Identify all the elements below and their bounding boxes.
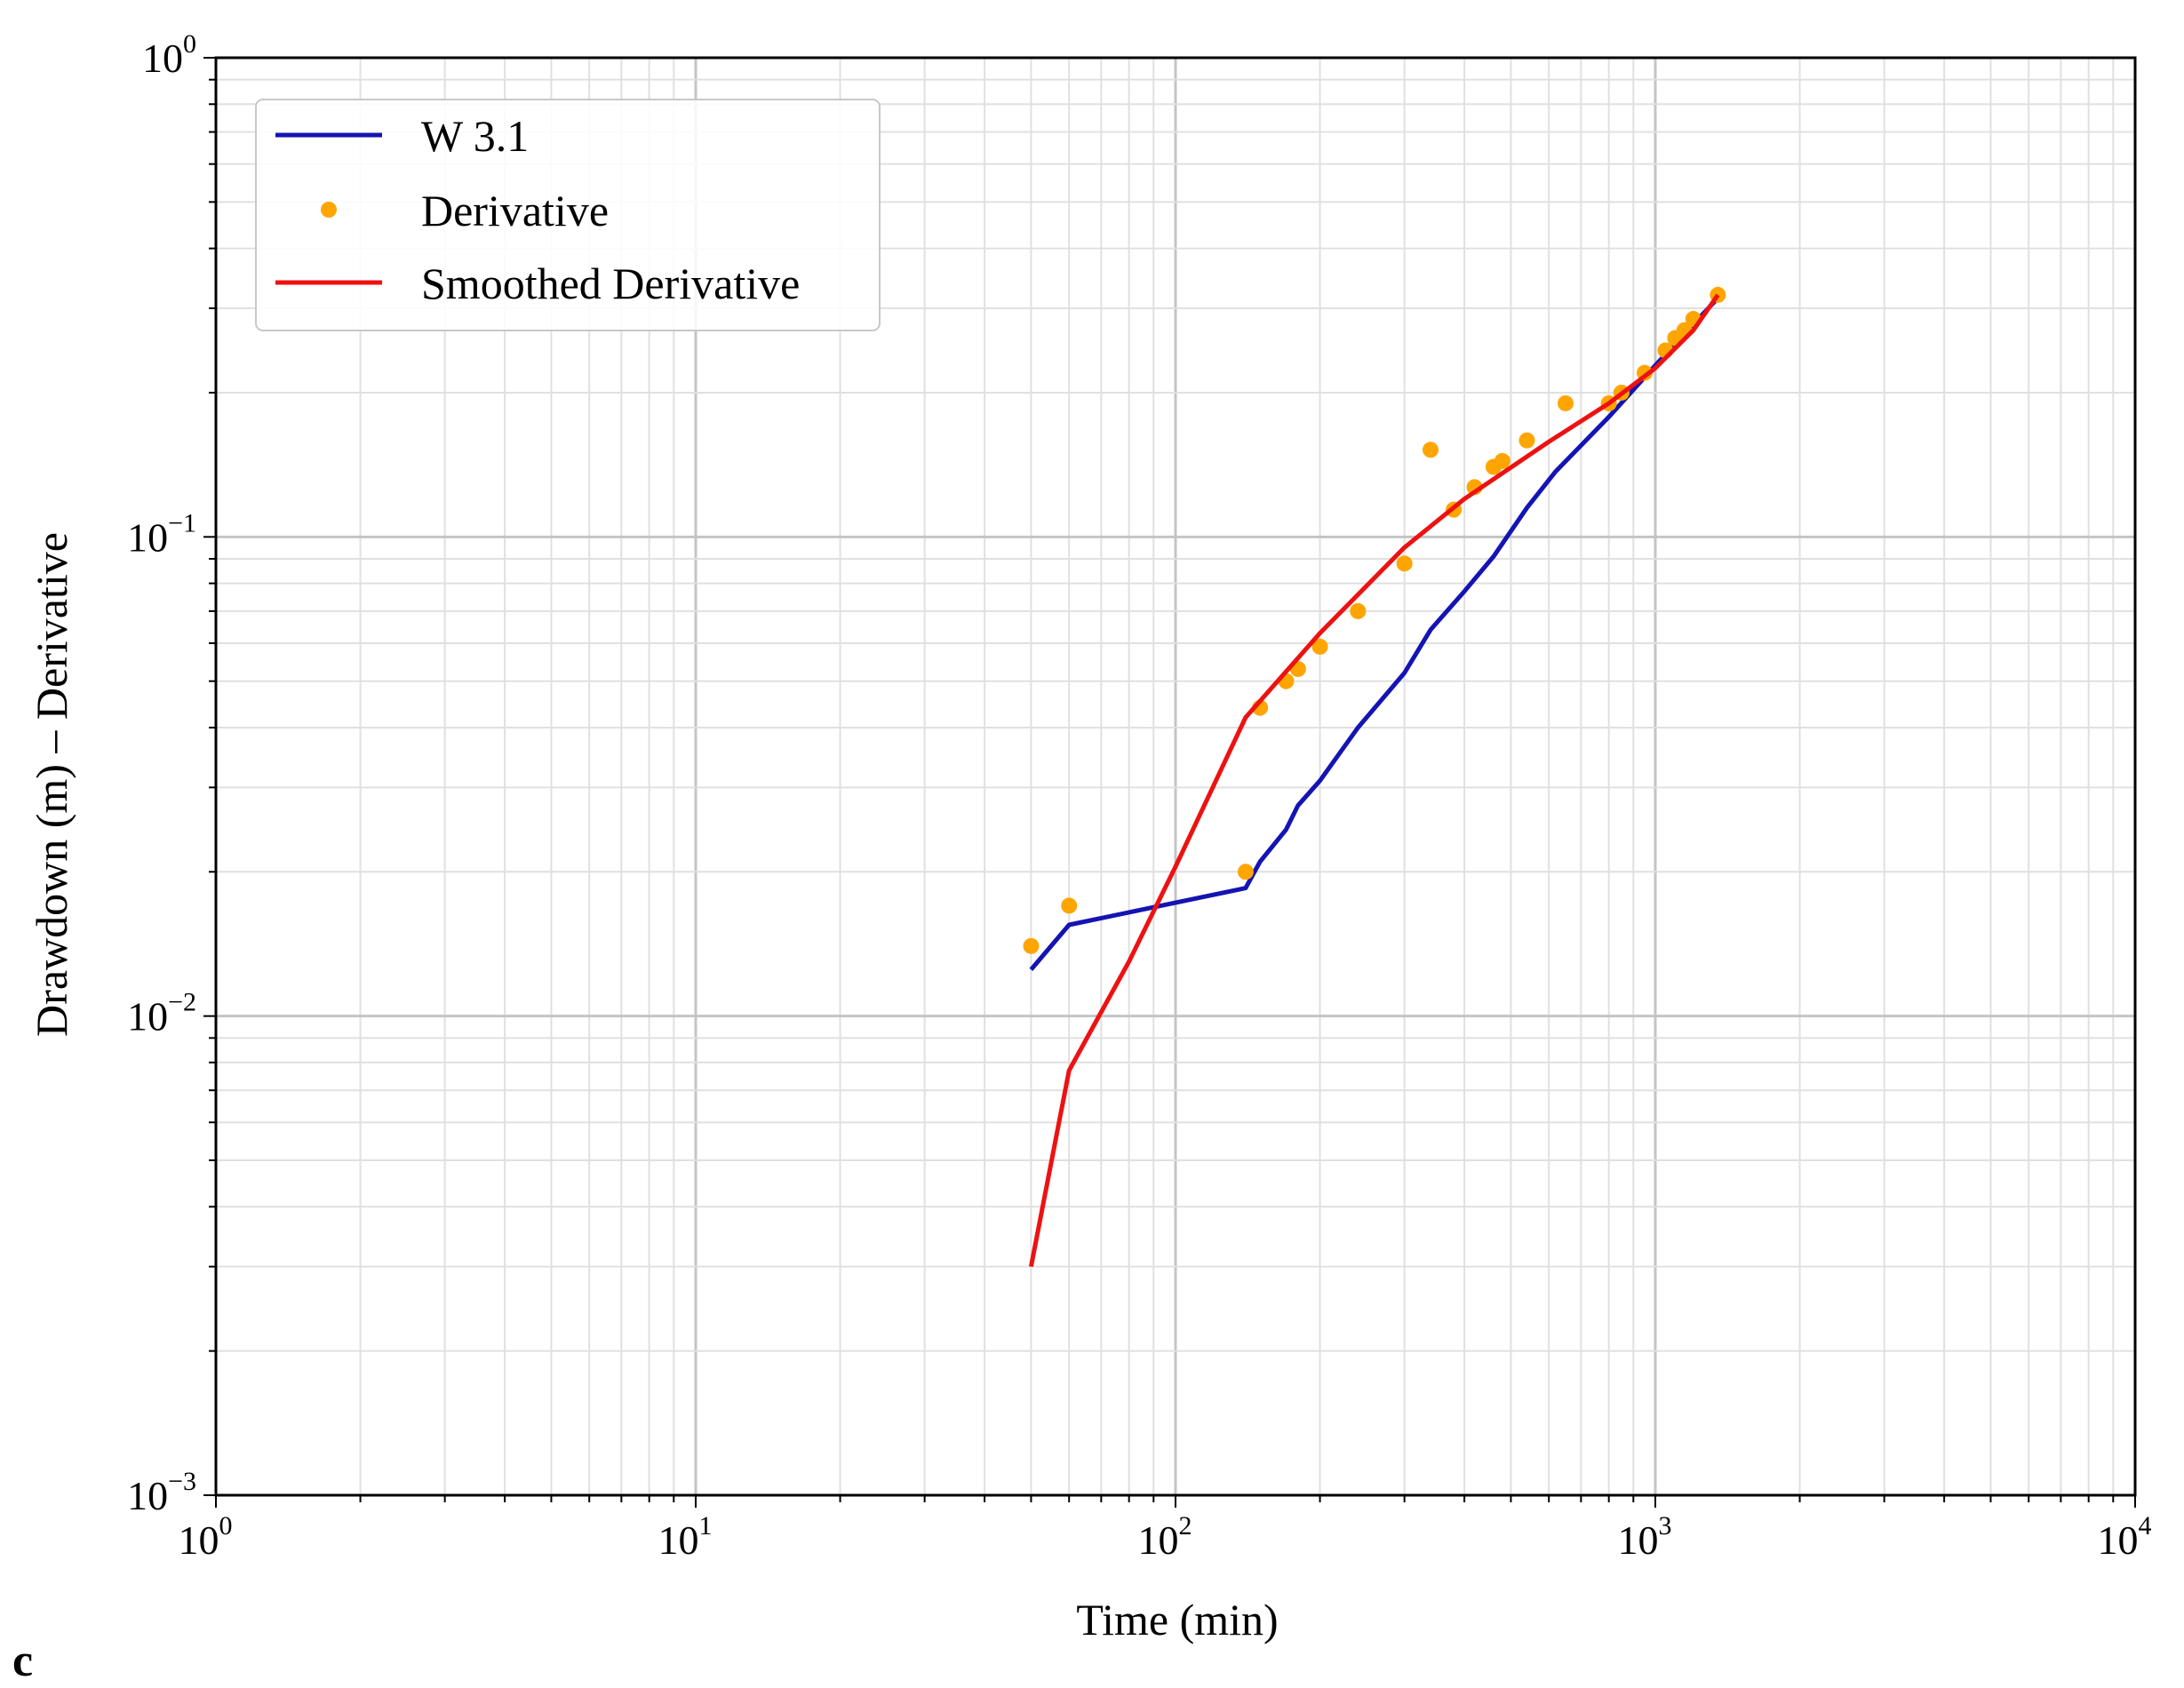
data-point-derivative — [1350, 602, 1367, 619]
y-tick-label: 10−2 — [127, 988, 196, 1039]
series-line-smoothed-derivative — [1028, 293, 1720, 1268]
legend-label-w31: W 3.1 — [421, 111, 529, 161]
data-point-derivative — [1422, 442, 1439, 458]
panel-label: c — [12, 1636, 33, 1686]
data-point-derivative — [1494, 452, 1510, 469]
legend: W 3.1 Derivative Smoothed Derivative — [255, 99, 881, 331]
legend-box — [255, 99, 881, 331]
legend-label-smoothed-derivative: Smoothed Derivative — [421, 259, 800, 308]
x-tick-label: 100 — [179, 1511, 233, 1563]
data-point-derivative — [1396, 555, 1413, 572]
data-point-derivative — [1518, 432, 1535, 449]
y-tick-label: 10−3 — [127, 1467, 196, 1518]
data-point-derivative — [1061, 897, 1078, 914]
y-tick-label: 10−1 — [127, 508, 196, 560]
data-point-derivative — [1237, 864, 1254, 880]
y-axis-label: Drawdown (m) – Derivative — [27, 532, 76, 1037]
data-point-derivative — [1311, 638, 1328, 655]
y-tick-labels: 10−3 10−2 10−1 100 — [127, 29, 196, 1518]
series-layer — [1023, 286, 1726, 1268]
x-axis-label: Time (min) — [1076, 1595, 1278, 1644]
x-tick-label: 101 — [658, 1511, 713, 1563]
data-point-derivative — [1557, 394, 1574, 411]
x-tick-labels: 100 101 102 103 104 — [179, 1511, 2152, 1563]
x-tick-label: 104 — [2098, 1511, 2152, 1563]
plot-frame — [214, 56, 2137, 1497]
y-tick-label: 100 — [142, 29, 196, 81]
series-line-w-3-1 — [1029, 296, 1720, 972]
legend-marker-derivative — [321, 202, 337, 218]
x-tick-label: 102 — [1138, 1511, 1192, 1563]
data-point-derivative — [1023, 937, 1040, 954]
x-tick-label: 103 — [1618, 1511, 1672, 1563]
legend-label-derivative: Derivative — [421, 186, 609, 235]
